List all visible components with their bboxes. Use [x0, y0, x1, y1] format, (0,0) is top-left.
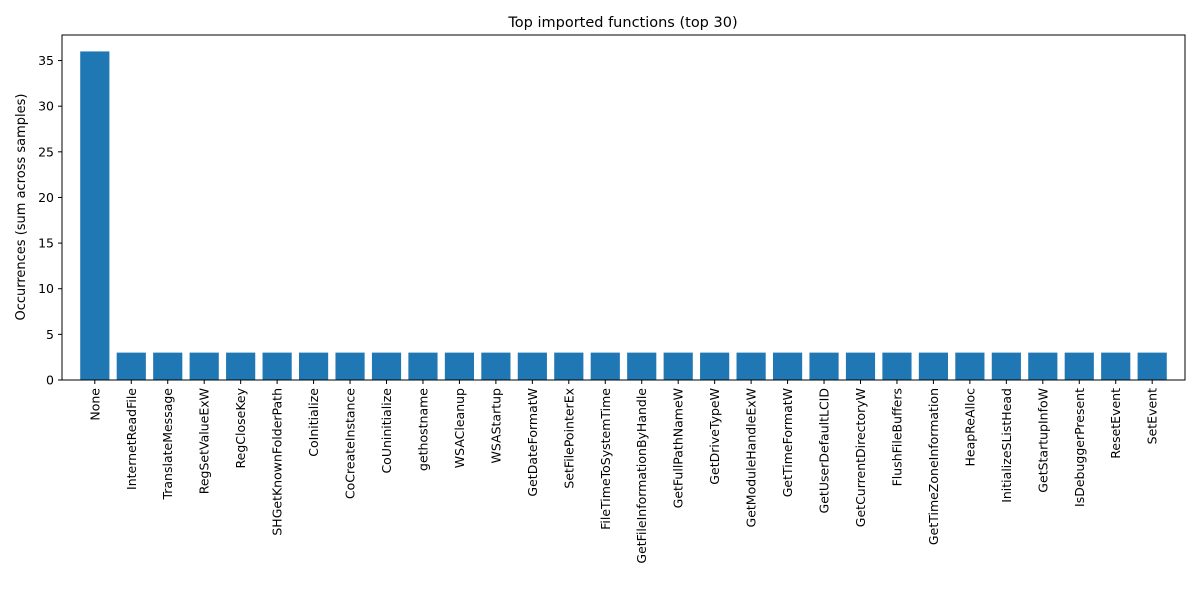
y-tick-label: 5 [46, 327, 54, 342]
x-tick-label: TranslateMessage [160, 388, 175, 501]
chart-title: Top imported functions (top 30) [507, 15, 737, 31]
x-tick-label: RegCloseKey [233, 387, 248, 468]
bar-GetUserDefaultLCID [809, 352, 839, 380]
bar-CoInitialize [299, 352, 329, 380]
x-tick-label: WSAStartup [488, 388, 503, 464]
x-tick-label: SetFilePointerEx [561, 388, 576, 489]
x-tick-label: SHGetKnownFolderPath [270, 388, 285, 536]
bar-HeapReAlloc [955, 352, 985, 380]
bar-SHGetKnownFolderPath [262, 352, 292, 380]
x-tick-label: GetFileInformationByHandle [634, 388, 649, 564]
bar-RegSetValueExW [189, 352, 219, 380]
bar-InitializeSListHead [991, 352, 1021, 380]
y-axis-label: Occurrences (sum across samples) [14, 93, 29, 320]
x-tick-label: HeapReAlloc [962, 388, 977, 467]
x-tick-label: GetUserDefaultLCID [817, 388, 832, 513]
x-tick-label: GetStartupInfoW [1035, 388, 1050, 493]
bar-WSACleanup [444, 352, 475, 380]
x-tick-label: GetDriveTypeW [707, 388, 722, 485]
x-tick-label: InitializeSListHead [999, 388, 1014, 503]
x-tick-label: InternetReadFile [124, 388, 139, 490]
y-tick-label: 20 [38, 190, 54, 205]
bar-SetEvent [1137, 352, 1167, 380]
x-tick-label: CoUninitialize [379, 388, 394, 474]
x-tick-label: None [87, 388, 102, 421]
x-tick-label: GetModuleHandleExW [744, 388, 759, 527]
bar-GetFullPathNameW [663, 352, 693, 380]
bar-WSAStartup [481, 352, 511, 380]
y-tick-label: 0 [46, 373, 54, 388]
x-ticks-group: None InternetReadFile TranslateMessage RegS… [87, 380, 1160, 564]
y-tick-label: 30 [38, 99, 54, 114]
bar-FileTimeToSystemTime [590, 352, 620, 380]
bar-GetStartupInfoW [1028, 352, 1058, 380]
x-tick-label: WSACleanup [452, 388, 467, 468]
bar-GetDateFormatW [517, 352, 547, 380]
bar-IsDebuggerPresent [1064, 352, 1094, 380]
bar-GetCurrentDirectoryW [845, 352, 876, 380]
x-tick-label: GetCurrentDirectoryW [853, 388, 868, 527]
bar-GetTimeFormatW [772, 352, 803, 380]
bar-GetDriveTypeW [700, 352, 730, 380]
x-tick-label: GetDateFormatW [525, 388, 540, 497]
x-tick-label: GetFullPathNameW [671, 388, 686, 508]
bar-SetFilePointerEx [554, 352, 584, 380]
x-tick-label: CoInitialize [306, 388, 321, 457]
bar-ResetEvent [1101, 352, 1131, 380]
bar-GetTimeZoneInformation [918, 352, 948, 380]
x-tick-label: FlushFileBuffers [889, 388, 904, 486]
bar-None [80, 51, 110, 381]
bar-GetFileInformationByHandle [627, 352, 657, 380]
bar-InternetReadFile [116, 352, 146, 380]
bar-gethostname [408, 352, 438, 380]
plot-frame [61, 34, 1186, 381]
y-tick-label: 35 [38, 53, 54, 68]
bar-CoUninitialize [371, 352, 402, 380]
bar-FlushFileBuffers [882, 352, 912, 380]
y-ticks-group: 0 5 10 15 20 25 30 35 [38, 53, 62, 388]
bar-RegCloseKey [226, 352, 256, 380]
y-tick-label: 15 [38, 236, 54, 251]
x-tick-label: GetTimeZoneInformation [926, 388, 941, 545]
x-tick-label: GetTimeFormatW [780, 388, 795, 497]
x-tick-label: RegSetValueExW [197, 388, 212, 494]
bar-TranslateMessage [153, 352, 183, 380]
y-tick-label: 10 [38, 281, 54, 296]
x-tick-label: ResetEvent [1108, 388, 1123, 459]
bar-CoCreateInstance [335, 352, 365, 380]
x-tick-label: gethostname [415, 388, 430, 471]
y-tick-label: 25 [38, 144, 54, 159]
bar-GetModuleHandleExW [736, 352, 766, 380]
x-tick-label: FileTimeToSystemTime [598, 388, 613, 530]
bars-group [80, 51, 1167, 381]
x-tick-label: CoCreateInstance [343, 388, 358, 499]
x-tick-label: SetEvent [1145, 388, 1160, 444]
x-tick-label: IsDebuggerPresent [1072, 388, 1087, 507]
